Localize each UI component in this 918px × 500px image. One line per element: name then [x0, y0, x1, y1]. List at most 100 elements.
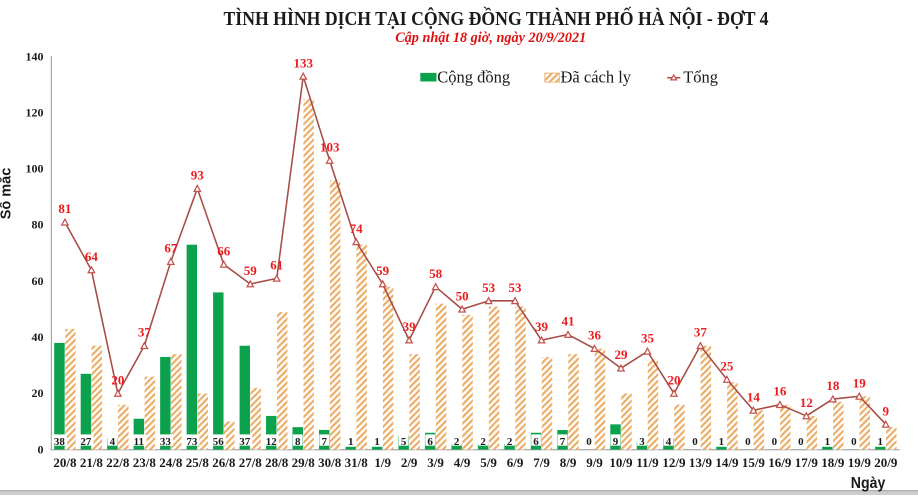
svg-text:0: 0 — [692, 436, 698, 448]
svg-text:4/9: 4/9 — [454, 455, 471, 470]
svg-text:TÌNH HÌNH DỊCH TẠI CỘNG ĐỒNG T: TÌNH HÌNH DỊCH TẠI CỘNG ĐỒNG THÀNH PHỐ H… — [224, 8, 769, 30]
svg-text:93: 93 — [191, 168, 205, 183]
svg-text:25/8: 25/8 — [186, 455, 210, 470]
svg-text:5/9: 5/9 — [480, 455, 497, 470]
svg-text:17/9: 17/9 — [795, 455, 819, 470]
svg-text:12: 12 — [800, 395, 813, 410]
svg-text:25: 25 — [720, 358, 734, 373]
svg-text:Số mắc: Số mắc — [0, 168, 15, 220]
svg-text:19/9: 19/9 — [848, 455, 872, 470]
svg-text:27/8: 27/8 — [239, 455, 263, 470]
svg-text:31/8: 31/8 — [345, 455, 369, 470]
svg-text:36: 36 — [588, 328, 602, 343]
svg-text:59: 59 — [376, 263, 390, 278]
svg-text:1/9: 1/9 — [374, 455, 391, 470]
svg-text:20: 20 — [32, 386, 44, 400]
svg-text:12: 12 — [266, 436, 278, 448]
svg-text:21/8: 21/8 — [80, 455, 104, 470]
svg-text:60: 60 — [32, 274, 44, 288]
svg-text:100: 100 — [26, 162, 44, 176]
svg-text:23/8: 23/8 — [133, 455, 157, 470]
svg-text:1: 1 — [825, 436, 831, 448]
svg-text:27: 27 — [80, 436, 92, 448]
svg-text:28/8: 28/8 — [265, 455, 289, 470]
svg-text:Đã cách ly: Đã cách ly — [561, 67, 632, 86]
svg-text:0: 0 — [745, 436, 751, 448]
svg-text:20: 20 — [667, 372, 680, 387]
svg-text:5: 5 — [401, 436, 407, 448]
svg-text:0: 0 — [38, 442, 44, 456]
svg-text:38: 38 — [54, 436, 66, 448]
svg-text:7: 7 — [321, 436, 327, 448]
svg-text:13/9: 13/9 — [689, 455, 713, 470]
svg-text:4: 4 — [666, 436, 672, 448]
svg-text:8/9: 8/9 — [560, 455, 577, 470]
svg-text:29/8: 29/8 — [292, 455, 316, 470]
svg-text:74: 74 — [350, 221, 364, 236]
svg-text:0: 0 — [772, 436, 778, 448]
svg-text:66: 66 — [217, 243, 231, 258]
svg-text:56: 56 — [213, 436, 225, 448]
svg-text:39: 39 — [535, 319, 549, 334]
svg-text:6/9: 6/9 — [507, 455, 524, 470]
svg-text:30/8: 30/8 — [318, 455, 342, 470]
svg-text:2: 2 — [507, 436, 513, 448]
svg-text:11/9: 11/9 — [636, 455, 659, 470]
svg-text:20: 20 — [111, 372, 124, 387]
svg-text:18: 18 — [826, 378, 840, 393]
svg-text:14: 14 — [747, 389, 761, 404]
svg-text:4: 4 — [110, 436, 116, 448]
svg-text:50: 50 — [456, 288, 469, 303]
svg-text:2/9: 2/9 — [401, 455, 418, 470]
svg-text:6: 6 — [427, 436, 433, 448]
svg-text:37: 37 — [694, 325, 708, 340]
svg-text:Cập nhật 18 giờ, ngày 20/9/202: Cập nhật 18 giờ, ngày 20/9/2021 — [395, 30, 586, 46]
svg-text:24/8: 24/8 — [159, 455, 183, 470]
svg-text:0: 0 — [851, 436, 857, 448]
svg-text:20/8: 20/8 — [53, 455, 77, 470]
svg-text:0: 0 — [586, 436, 592, 448]
svg-text:37: 37 — [138, 325, 152, 340]
svg-text:19: 19 — [853, 375, 867, 390]
svg-text:22/8: 22/8 — [106, 455, 130, 470]
svg-text:61: 61 — [270, 257, 283, 272]
svg-text:10/9: 10/9 — [609, 455, 633, 470]
svg-text:37: 37 — [239, 436, 251, 448]
svg-text:1: 1 — [719, 436, 725, 448]
svg-text:35: 35 — [641, 330, 655, 345]
svg-text:14/9: 14/9 — [715, 455, 739, 470]
svg-text:7: 7 — [560, 436, 566, 448]
svg-text:16/9: 16/9 — [768, 455, 792, 470]
svg-text:1: 1 — [878, 436, 884, 448]
svg-text:2: 2 — [480, 436, 486, 448]
svg-text:41: 41 — [562, 314, 575, 329]
svg-text:16: 16 — [773, 384, 787, 399]
svg-text:12/9: 12/9 — [662, 455, 686, 470]
svg-text:20/9: 20/9 — [874, 455, 898, 470]
svg-text:11: 11 — [134, 436, 144, 448]
svg-text:40: 40 — [32, 330, 44, 344]
svg-text:67: 67 — [164, 241, 178, 256]
svg-text:133: 133 — [293, 55, 313, 70]
svg-text:2: 2 — [454, 436, 460, 448]
svg-text:80: 80 — [32, 218, 44, 232]
svg-text:9/9: 9/9 — [586, 455, 603, 470]
svg-text:9: 9 — [613, 436, 619, 448]
svg-text:3/9: 3/9 — [427, 455, 444, 470]
svg-text:81: 81 — [58, 201, 71, 216]
svg-text:140: 140 — [26, 49, 44, 63]
svg-text:1: 1 — [374, 436, 380, 448]
svg-text:Cộng đồng: Cộng đồng — [437, 67, 510, 86]
svg-text:59: 59 — [244, 263, 258, 278]
svg-text:3: 3 — [639, 436, 645, 448]
svg-text:29: 29 — [614, 347, 628, 362]
svg-text:26/8: 26/8 — [212, 455, 236, 470]
svg-text:53: 53 — [509, 280, 523, 295]
svg-text:120: 120 — [26, 106, 44, 120]
svg-text:1: 1 — [348, 436, 354, 448]
svg-text:33: 33 — [160, 436, 172, 448]
svg-text:Ngày: Ngày — [851, 475, 886, 492]
svg-text:39: 39 — [403, 319, 417, 334]
svg-text:103: 103 — [320, 139, 340, 154]
svg-text:7/9: 7/9 — [533, 455, 550, 470]
